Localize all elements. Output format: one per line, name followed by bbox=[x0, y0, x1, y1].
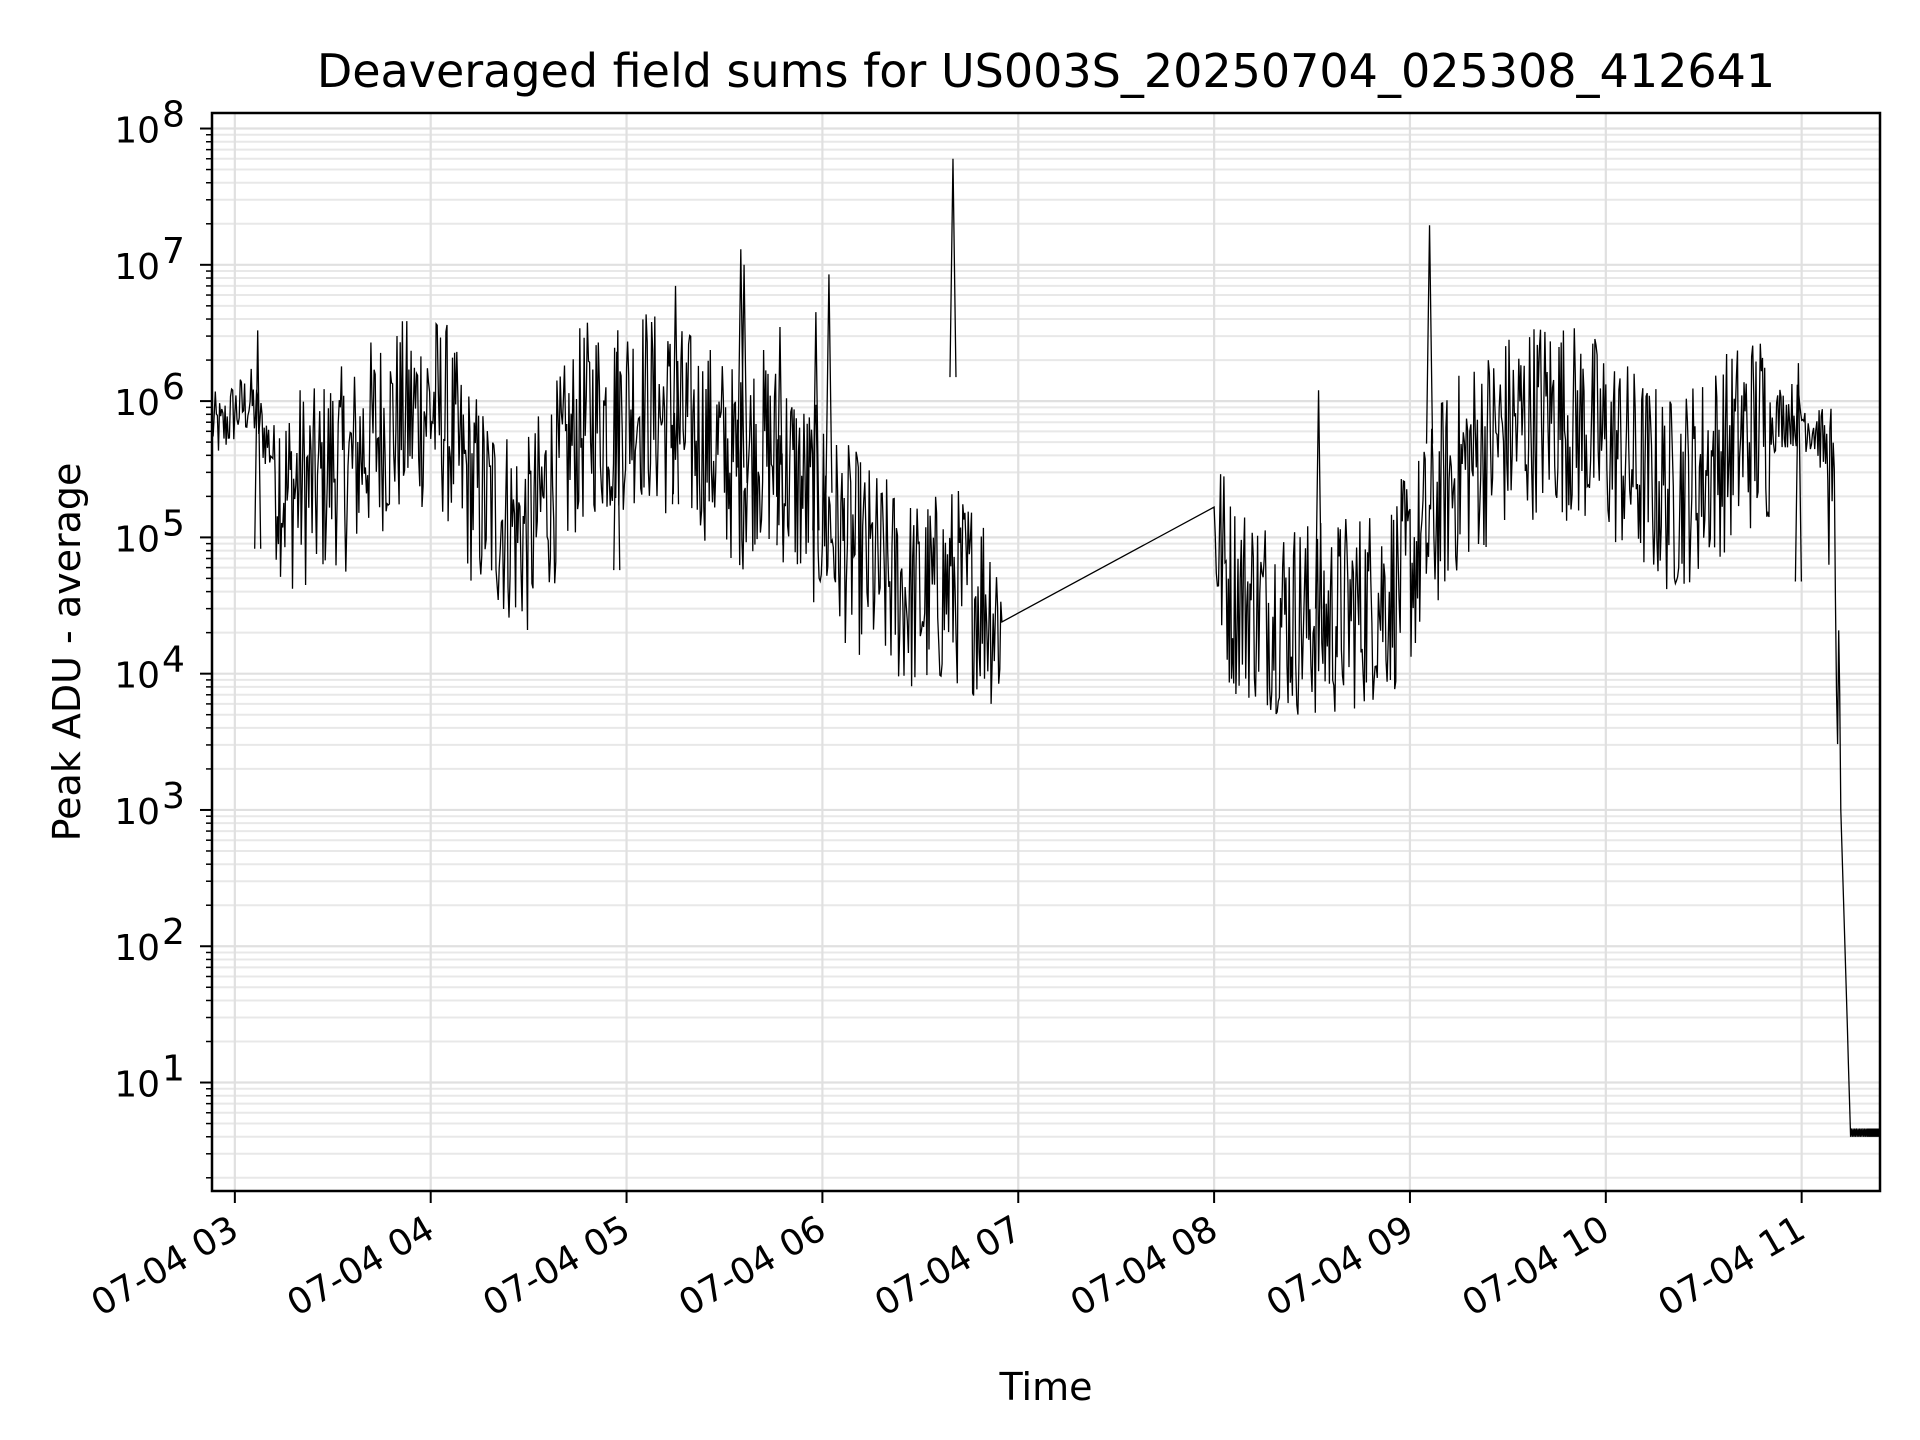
y-tick-label: 10 bbox=[114, 656, 160, 697]
y-tick-exponent: 7 bbox=[162, 231, 185, 272]
y-tick-label: 10 bbox=[114, 519, 160, 560]
spike-mark bbox=[825, 274, 833, 493]
spike-mark bbox=[1425, 225, 1434, 444]
y-tick-exponent: 2 bbox=[162, 912, 185, 953]
y-axis-label: Peak ADU - average bbox=[45, 463, 89, 842]
y-tick-label: 10 bbox=[114, 383, 160, 424]
spike-mark bbox=[949, 158, 957, 378]
y-tick-label: 10 bbox=[114, 1065, 160, 1106]
y-tick-label: 10 bbox=[114, 111, 160, 152]
spike-mark bbox=[254, 330, 262, 549]
spike-mark bbox=[613, 351, 621, 571]
y-tick-exponent: 1 bbox=[162, 1049, 185, 1090]
spike-mark bbox=[671, 285, 680, 505]
y-tick-exponent: 3 bbox=[162, 776, 185, 817]
plot-frame bbox=[210, 111, 1882, 1193]
grid bbox=[212, 113, 1880, 1191]
chart-title: Deaveraged field sums for US003S_2025070… bbox=[317, 44, 1775, 98]
y-tick-exponent: 4 bbox=[162, 640, 185, 681]
spike-mark bbox=[1314, 390, 1323, 609]
y-tick-label: 10 bbox=[114, 247, 160, 288]
y-tick-exponent: 8 bbox=[162, 95, 185, 136]
y-tick-exponent: 5 bbox=[162, 503, 185, 544]
spike-mark bbox=[812, 312, 820, 531]
data-series bbox=[211, 158, 1881, 1137]
spike-mark bbox=[1794, 363, 1803, 582]
x-axis-label: Time bbox=[999, 1365, 1093, 1409]
series-line bbox=[211, 314, 1881, 1137]
spike-mark bbox=[776, 326, 784, 546]
y-tick-label: 10 bbox=[114, 792, 160, 833]
y-tick-exponent: 6 bbox=[162, 367, 185, 408]
y-tick-label: 10 bbox=[114, 928, 160, 969]
spike-mark bbox=[740, 264, 748, 484]
